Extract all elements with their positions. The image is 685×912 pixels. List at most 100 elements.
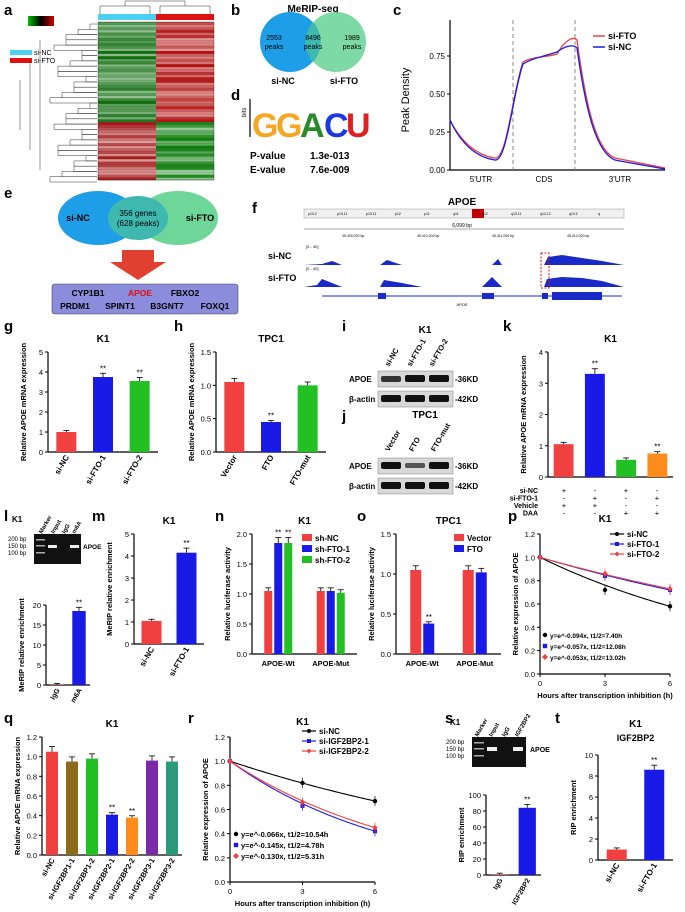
heatmap-row-right [156,119,214,123]
f-coord-label: 45,409,000 bp [342,234,364,238]
f-bands: p13.2 p13.11 p13.11 p12 p11 q11 q12 q13.11 q13.1… [308,212,600,216]
p-point [667,586,673,592]
q-xlabel: si-NC [39,856,57,878]
i-col-3: si-FTO-2 [427,337,450,368]
f-band-label: q13.11 [511,212,521,216]
q-bar [46,751,58,855]
panel-i-blot: K1 si-NC si-FTO-1 si-FTO-2 APOE β-actin … [349,325,478,408]
panel-l-gel: K1 Marker Input IgG m6A 200 bp 150 bp 10… [8,514,102,564]
panel-label-l: l [4,508,9,525]
f-gene: APOE [456,302,467,307]
panel-k-table: si-NC + - + -si-FTO-1- + - +Vehicle + + - -DAA - - + + [510,486,660,518]
j-band-apoe-3 [429,462,449,469]
t-ytick-label: 10 [585,751,593,760]
q-ytick-label: 0.8 [27,772,37,781]
i-band-apoe-1 [381,376,401,382]
f-range-nc: [0 - 40] [306,244,318,249]
heatmap-row-left [98,95,156,99]
panel-l-chart: 0 5 10 15 20 MeRIP relative enrichment IgG ** m6… [17,598,90,704]
heatmap-row-right [156,72,214,75]
c-legend-si-fto: si-FTO [608,31,636,41]
heatmap-row-right [156,77,214,81]
heatmap-row-left [98,129,156,133]
i-band-actin-1 [381,395,401,402]
o-legend-swatch [454,545,464,552]
f-band-label: p12 [395,212,401,216]
s-ytick-label: 60 [473,823,481,832]
m-bar [176,552,197,644]
q-bar [106,814,118,855]
h-ytick-label: 1.0 [201,381,211,390]
r-equation: y=e^-0.130x, t1/2=5.31h [241,852,325,861]
l-ylabel: MeRIP relative enrichment [17,598,26,692]
venn-b-right-count: 1989 peaks [343,35,362,51]
s-band-igf2bp2 [513,747,523,751]
t-ytick-label: 6 [589,793,593,802]
heatmap-row-left [98,174,156,178]
s-xlabel: IgG [493,877,505,891]
heatmap-row-right [156,124,214,128]
heatmap-row-right [156,74,214,78]
n-ylabel: Relative luciferase activity [223,546,232,641]
q-ytick-label: 0.0 [27,851,37,860]
heatmap-row-right [156,172,214,176]
j-band-actin-3 [429,482,449,489]
panel-label-o: o [357,508,367,525]
k-ytick-label: 0 [539,473,543,482]
h-title: TPC1 [258,334,284,345]
d-pval: 1.3e-013 [310,151,350,162]
heatmap-row-right [156,153,214,157]
d-pval-label: P-value [250,151,286,162]
heatmap-row-right [156,95,214,99]
o-legend-swatch [454,534,464,541]
p-ytick-label: 0.8 [525,577,535,586]
c-region-3utr: 3'UTR [609,175,632,184]
g-bar [129,381,150,452]
panel-label-i: i [342,318,347,335]
heatmap-row-right [156,127,214,131]
c-ytick-label: 0.25 [429,128,445,137]
heatmap-row-left [98,56,156,60]
f-range-fto: [0 - 40] [306,266,318,271]
k-table-cell: + [624,509,629,518]
heatmap-row-right [156,22,214,25]
d-yaxis: bits [242,108,248,117]
heatmap-row-right [156,24,214,28]
panel-label-h: h [174,318,184,335]
k-condition-table: si-NC + - + -si-FTO-1- + - +Vehicle + + - -DAA - - + + [510,486,660,518]
panel-label-m: m [92,508,106,525]
t-xlabel: si-NC [603,861,621,884]
k-table-cell: + [562,501,567,510]
r-ytick-label: 0.0 [215,878,225,887]
q-ytick-label: 0.2 [27,831,37,840]
heatmap-row-left [98,82,156,86]
k-table-cell: + [655,509,660,518]
m-xlabel: si-NC [138,645,156,668]
heatmap-row-left [98,79,156,83]
f-coord-label: 45,412,000 bp [567,234,589,238]
heatmap-row-right [156,45,214,49]
group-bar-si-nc [98,14,156,20]
i-kd-apoe: -36KD [455,375,478,384]
f-centromere [472,209,484,218]
heatmap-row-right [156,148,214,152]
heatmap-row-left [98,22,156,25]
f-peak-highlight [540,252,550,289]
p-series-line [539,556,671,607]
j-col-1: Vector [383,429,402,453]
r-xtick-label: 0 [228,887,232,896]
r-equation: y=e^-0.145x, t1/2=4.78h [241,841,325,850]
heatmap-row-right [156,151,214,154]
heatmap-row-right [156,50,214,54]
n-bar [316,591,325,654]
n-bar [284,543,293,654]
o-ytick-label: 0.5 [381,610,391,619]
venn-e-right-label: si-FTO [186,213,214,223]
heatmap-matrix [97,21,215,181]
p-legend-label: si-FTO-2 [627,550,660,559]
s-gene: APOE [530,747,550,754]
i-band-apoe-2 [405,375,425,382]
n-xlabel: APOE-Wt [262,659,296,668]
m-xlabel: si-FTO-1 [167,645,191,678]
c-region-cds: CDS [536,175,553,184]
